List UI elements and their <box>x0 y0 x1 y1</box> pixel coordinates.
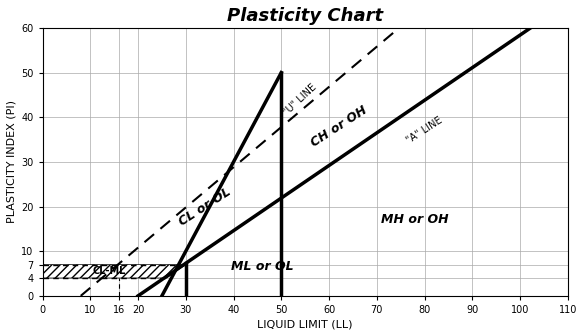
Title: Plasticity Chart: Plasticity Chart <box>227 7 383 25</box>
Text: CH or OH: CH or OH <box>308 103 369 149</box>
Text: CL-ML: CL-ML <box>93 266 126 276</box>
Text: "U" LINE: "U" LINE <box>282 82 319 117</box>
Text: MH or OH: MH or OH <box>381 213 449 226</box>
Polygon shape <box>43 264 186 278</box>
Text: CL or OL: CL or OL <box>176 185 233 228</box>
X-axis label: LIQUID LIMIT (LL): LIQUID LIMIT (LL) <box>258 319 353 329</box>
Text: "A" LINE: "A" LINE <box>405 115 444 146</box>
Y-axis label: PLASTICITY INDEX (PI): PLASTICITY INDEX (PI) <box>7 100 17 223</box>
Text: ML or OL: ML or OL <box>231 260 294 273</box>
